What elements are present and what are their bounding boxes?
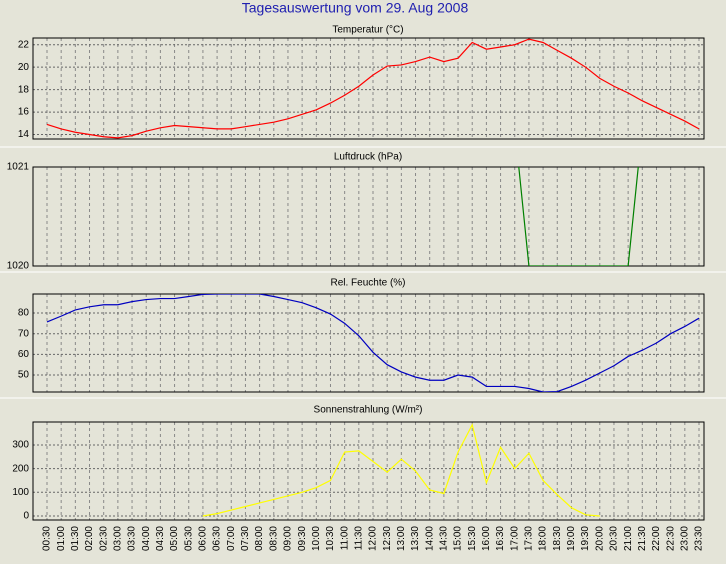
x-tick-label: 12:00 (368, 526, 379, 551)
x-tick-label: 01:30 (70, 526, 81, 551)
x-tick-label: 03:00 (113, 526, 124, 551)
x-tick-label: 20:30 (609, 526, 620, 551)
x-tick-label: 06:30 (212, 526, 223, 551)
x-tick-label: 14:30 (439, 526, 450, 551)
chart-title: Sonnenstrahlung (W/m²) (314, 405, 423, 416)
page-title: Tagesauswertung vom 29. Aug 2008 (242, 0, 469, 16)
y-tick-label: 60 (18, 349, 30, 360)
y-tick-label: 200 (12, 463, 29, 474)
y-tick-label: 20 (18, 62, 30, 73)
x-tick-label: 11:30 (353, 526, 364, 551)
x-tick-label: 18:30 (552, 526, 563, 551)
chart-title: Luftdruck (hPa) (334, 152, 402, 163)
y-tick-label: 0 (23, 511, 29, 522)
x-tick-label: 02:00 (84, 526, 95, 551)
y-tick-label: 16 (18, 107, 30, 118)
chart-title: Rel. Feuchte (%) (330, 278, 405, 289)
x-tick-label: 00:30 (42, 526, 53, 551)
x-tick-label: 01:00 (56, 526, 67, 551)
x-tick-label: 04:30 (155, 526, 166, 551)
x-tick-label: 16:00 (481, 526, 492, 551)
x-tick-label: 21:30 (637, 526, 648, 551)
x-tick-label: 13:00 (396, 526, 407, 551)
data-line (46, 38, 700, 139)
plot-frame (32, 37, 705, 140)
x-tick-label: 07:00 (226, 526, 237, 551)
plot-frame (32, 166, 705, 267)
x-tick-label: 18:00 (538, 526, 549, 551)
x-tick-label: 10:00 (311, 526, 322, 551)
x-tick-label: 15:30 (467, 526, 478, 551)
chart-title: Temperatur (°C) (332, 25, 403, 36)
x-tick-label: 05:00 (169, 526, 180, 551)
x-tick-label: 22:30 (665, 526, 676, 551)
x-tick-label: 14:00 (424, 526, 435, 551)
data-line (46, 294, 700, 392)
plot-frame (32, 293, 705, 393)
x-tick-label: 08:00 (254, 526, 265, 551)
x-tick-label: 23:30 (694, 526, 705, 551)
y-tick-label: 1020 (7, 261, 30, 272)
x-tick-label: 09:00 (283, 526, 294, 551)
x-tick-label: 13:30 (410, 526, 421, 551)
plot-frame (32, 421, 705, 521)
x-tick-label: 17:00 (509, 526, 520, 551)
x-tick-label: 19:30 (580, 526, 591, 551)
x-tick-label: 21:00 (623, 526, 634, 551)
x-tick-label: 07:30 (240, 526, 251, 551)
x-tick-label: 23:00 (679, 526, 690, 551)
x-tick-label: 08:30 (268, 526, 279, 551)
x-tick-label: 15:00 (453, 526, 464, 551)
x-tick-label: 05:30 (183, 526, 194, 551)
y-tick-label: 50 (18, 370, 30, 381)
y-tick-label: 1021 (7, 162, 30, 173)
x-tick-label: 09:30 (297, 526, 308, 551)
x-tick-label: 10:30 (325, 526, 336, 551)
x-tick-label: 16:30 (495, 526, 506, 551)
y-tick-label: 18 (18, 84, 30, 95)
y-tick-label: 70 (18, 328, 30, 339)
x-tick-label: 03:30 (127, 526, 138, 551)
x-tick-label: 06:00 (198, 526, 209, 551)
x-tick-label: 20:00 (594, 526, 605, 551)
x-tick-label: 22:00 (651, 526, 662, 551)
x-tick-label: 17:30 (524, 526, 535, 551)
data-line (202, 423, 600, 517)
x-tick-label: 19:00 (566, 526, 577, 551)
x-tick-label: 04:00 (141, 526, 152, 551)
y-tick-label: 80 (18, 308, 30, 319)
y-tick-label: 14 (18, 129, 30, 140)
y-tick-label: 300 (12, 440, 29, 451)
x-tick-label: 11:00 (339, 526, 350, 551)
x-tick-label: 02:30 (98, 526, 109, 551)
y-tick-label: 100 (12, 487, 29, 498)
y-tick-label: 22 (18, 39, 30, 50)
x-tick-label: 12:30 (382, 526, 393, 551)
